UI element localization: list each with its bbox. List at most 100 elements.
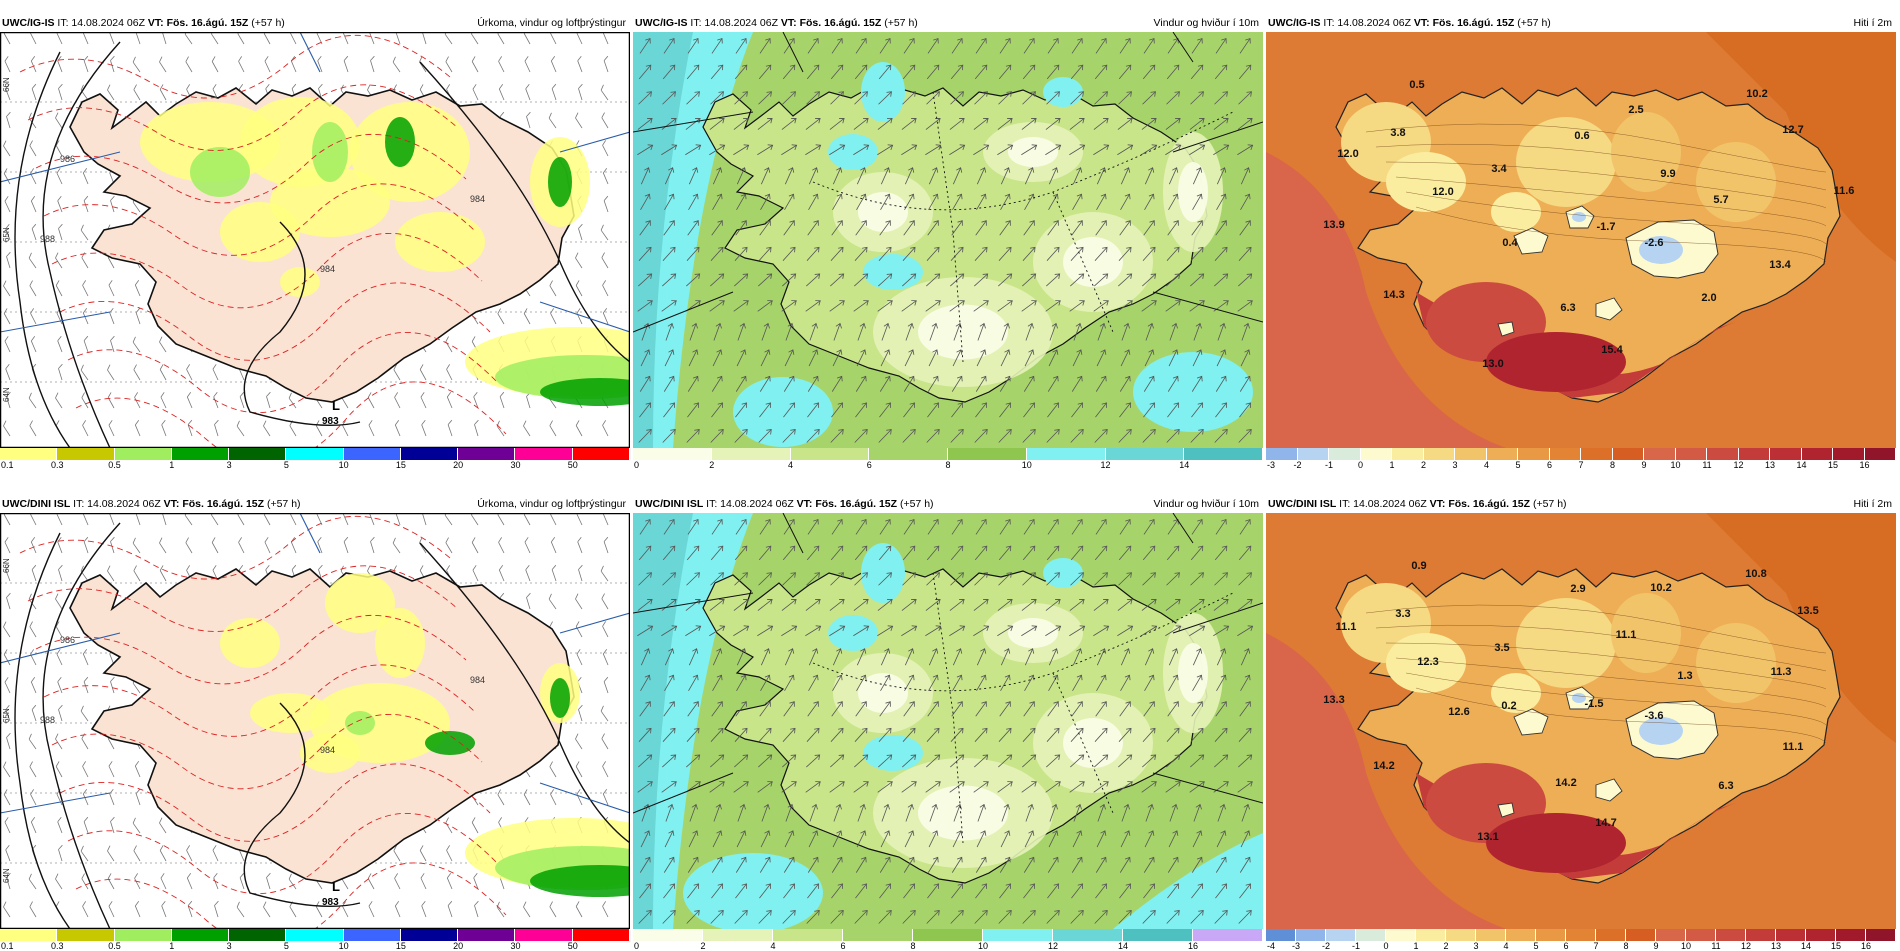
wind-arrow — [1238, 429, 1252, 443]
wind-barb — [132, 537, 141, 554]
wind-arrow — [663, 402, 675, 418]
colorbar-tick: -2 — [1293, 460, 1302, 470]
temperature-value: 13.0 — [1482, 358, 1504, 370]
wind-arrow — [1239, 375, 1251, 392]
wind-arrow — [829, 599, 845, 611]
colorbar-swatch — [703, 929, 773, 941]
wind-arrow — [1118, 273, 1133, 287]
wind-barb — [603, 676, 609, 694]
wind-arrow — [1192, 674, 1203, 691]
wind-arrow — [1166, 727, 1180, 742]
temperature-contour — [67, 812, 499, 895]
wind-arrow — [902, 91, 916, 105]
meridian-line — [1172, 513, 1194, 544]
wind-arrow — [1000, 167, 1011, 185]
colorbar-tick: 6 — [1563, 941, 1569, 951]
wind-barb — [31, 564, 37, 582]
colorbar-swatch — [1864, 448, 1896, 460]
wind-area — [1178, 162, 1208, 222]
wind-arrow — [881, 803, 890, 822]
wind-arrow — [757, 118, 773, 130]
wind-arrow — [710, 910, 724, 924]
wind-barb — [187, 900, 193, 918]
precip-area — [530, 865, 630, 897]
wind-arrow — [733, 118, 749, 130]
wind-arrow — [1165, 300, 1181, 312]
wind-barb — [133, 565, 141, 582]
temperature-value: 14.3 — [1383, 289, 1405, 301]
wind-barb — [548, 593, 557, 610]
wind-barb — [471, 537, 479, 554]
colorbar-swatch — [1506, 929, 1536, 941]
wind-arrow — [709, 599, 725, 611]
wind-arrow — [1240, 167, 1251, 185]
wind-arrow — [686, 246, 700, 261]
wind-arrow — [785, 322, 794, 341]
colorbar-swatch — [1581, 448, 1613, 460]
wind-arrow — [949, 625, 966, 637]
wind-arrow — [878, 754, 893, 768]
wind-arrow — [1096, 830, 1107, 848]
colorbar-swatch — [400, 448, 459, 460]
wind-arrow — [1069, 625, 1086, 637]
temperature-value: 5.7 — [1713, 194, 1729, 206]
wind-arrow — [1190, 754, 1205, 768]
colorbar-swatch — [1707, 448, 1739, 460]
wind-arrow — [734, 910, 748, 924]
wind-arrow — [1144, 167, 1155, 185]
wind-barb — [4, 537, 11, 554]
wind-barb — [445, 56, 453, 73]
colorbar-tick: 5 — [1533, 941, 1539, 951]
wind-barb — [370, 536, 375, 554]
wind-arrow — [760, 648, 771, 666]
wind-arrow — [662, 246, 676, 261]
wind-area — [1008, 137, 1058, 167]
wind-arrow — [759, 883, 771, 899]
wind-barb — [5, 363, 11, 381]
colorbar-tick: 16 — [1860, 941, 1872, 951]
wind-arrow — [758, 429, 772, 443]
wind-barb — [524, 537, 531, 554]
wind-arrow — [902, 64, 916, 80]
wind-arrow — [1045, 599, 1061, 611]
wind-arrow — [1072, 830, 1083, 848]
colorbar-tick: 15 — [1830, 941, 1842, 951]
wind-barb — [55, 252, 63, 269]
glacier-area — [1513, 227, 1549, 255]
wind-arrow — [1046, 64, 1060, 80]
wind-arrow — [809, 322, 818, 341]
wind-barb — [368, 901, 375, 918]
wind-arrow — [784, 193, 795, 210]
wind-arrow — [808, 193, 819, 210]
colorbar-tick: 50 — [567, 460, 578, 470]
wind-arrow — [807, 220, 819, 236]
latitude-label: 66N — [2, 558, 11, 573]
wind-arrow — [781, 144, 798, 156]
wind-arrow — [854, 273, 869, 287]
wind-arrow — [1119, 856, 1131, 873]
wind-arrow — [1096, 193, 1107, 210]
wind-arrow — [1191, 856, 1203, 873]
wind-arrow — [1215, 856, 1227, 873]
wind-arrow — [1097, 322, 1106, 341]
colorbar-swatch — [1423, 448, 1455, 460]
init-time: IT: 14.08.2024 06Z — [1323, 17, 1411, 29]
wind-arrow — [1022, 545, 1036, 561]
wind-arrow — [854, 429, 868, 443]
panel-header: UWC/DINI ISL IT: 14.08.2024 06Z VT: Fös.… — [0, 495, 630, 513]
wind-arrow — [805, 599, 821, 611]
precip-area — [540, 378, 630, 406]
wind-barb — [266, 872, 271, 890]
wind-arrow — [1144, 648, 1155, 666]
wind-arrow — [1237, 300, 1253, 312]
colorbar-swatch — [229, 929, 287, 941]
colorbar-tick: 5 — [283, 941, 289, 951]
colorbar-tick: 8 — [1609, 460, 1616, 470]
wind-arrow — [1093, 300, 1109, 312]
wind-arrow — [853, 781, 869, 793]
wind-barb — [420, 392, 427, 409]
wind-arrow — [1192, 167, 1203, 185]
wind-arrow — [1022, 429, 1036, 443]
map-area: 0.9 10.8 2.9 10.2 13.5 11.1 3.3 11.1 3.5 12.3 13.3… — [1266, 513, 1896, 929]
wind-barb — [159, 817, 167, 834]
